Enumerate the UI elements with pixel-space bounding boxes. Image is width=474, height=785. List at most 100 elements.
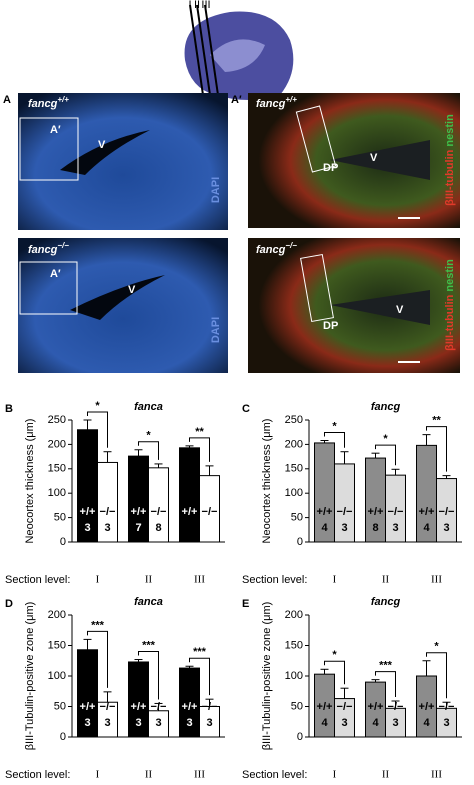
significance-label: *** [91,619,105,631]
significance-bracket [87,411,108,448]
n-label: 8 [155,522,161,534]
y-tick-label: 200 [48,438,66,450]
genotype-label: fancg−/− [28,241,69,256]
significance-label: *** [142,639,156,651]
level-label: I [188,0,191,11]
micrograph-dapi-ko: fancg−/− A′ V DAPI [18,238,228,373]
n-label: 3 [104,717,110,729]
y-tick-label: 100 [285,670,303,682]
n-label: 3 [341,717,347,729]
y-tick-label: 100 [285,487,303,499]
significance-bracket [138,651,159,700]
significance-bracket [189,437,210,462]
y-tick-label: 150 [48,463,66,475]
significance-label: * [146,430,151,442]
genotype-label: −/− [202,701,218,713]
x-tick-label: III [194,769,205,781]
significance-bracket [87,630,108,688]
x-axis-label: Section level: [242,769,307,781]
n-label: 3 [443,522,449,534]
panel-letter: B [5,403,13,415]
significance-label: ** [195,426,204,438]
x-tick-label: II [145,769,153,781]
n-label: 3 [155,717,161,729]
x-tick-label: I [333,574,337,586]
y-axis-label: Neocortex thickness (μm) [24,419,36,544]
significance-bracket [375,671,396,698]
ventricle [60,130,150,175]
y-tick-label: 0 [297,731,303,743]
sketch-shape [210,39,265,72]
genotype-label: +/+ [317,701,333,713]
micrograph-tubulin-ko: fancg−/− V DP βIII-tubulin nestin [248,238,460,373]
genotype-label: −/− [337,701,353,713]
box-label: A′ [50,268,61,280]
v-label: V [396,304,404,316]
ventricle [330,290,430,325]
n-label: 4 [321,522,328,534]
stain-label: βIII-tubulin nestin [444,259,456,351]
n-label: 8 [372,522,378,534]
image [18,93,228,230]
y-axis-label: βIII-Tubulin-positive zone (μm) [261,602,273,751]
n-label: 3 [84,717,90,729]
x-tick-label: I [333,769,337,781]
panel-letter: C [242,403,250,415]
x-tick-label: III [431,574,442,586]
v-label: V [98,139,106,151]
y-tick-label: 150 [285,463,303,475]
y-tick-label: 200 [285,438,303,450]
x-axis-label: Section level: [5,769,70,781]
significance-label: * [332,420,337,432]
inset-box [300,253,334,323]
y-tick-label: 100 [48,670,66,682]
y-tick-label: 150 [285,639,303,651]
inset-box [19,117,79,181]
inset-box [295,105,337,173]
n-label: 3 [392,522,398,534]
genotype-label: +/+ [182,701,198,713]
significance-label: * [434,641,439,653]
genotype-label: +/+ [80,506,96,518]
significance-label: * [95,400,100,412]
y-tick-label: 100 [48,487,66,499]
genotype-label: +/+ [317,506,333,518]
panel-letter: A′ [231,94,242,106]
y-tick-label: 150 [48,639,66,651]
n-label: 3 [135,717,141,729]
n-label: 4 [321,717,328,729]
n-label: 7 [135,522,141,534]
significance-label: *** [193,646,207,658]
micrograph-dapi-wt: fancg+/+ A′ V DAPI [18,93,228,230]
dp-label: DP [323,320,338,332]
genotype-label: +/+ [368,506,384,518]
significance-label: * [383,433,388,445]
genotype-label: fancg+/+ [28,95,69,110]
level-label: III [201,0,210,11]
dp-label: DP [323,162,338,174]
n-label: 3 [443,717,449,729]
y-tick-label: 50 [291,700,303,712]
box-label: A′ [50,124,61,136]
genotype-label: fancg+/+ [256,95,297,110]
bar [179,447,200,543]
ventricle [330,140,430,180]
y-tick-label: 0 [60,731,66,743]
inset-box [19,261,78,315]
panel-letter: E [242,598,249,610]
stain-label: DAPI [210,177,222,203]
genotype-label: −/− [439,701,455,713]
significance-label: ** [432,415,441,427]
n-label: 3 [84,522,90,534]
genotype-label: −/− [151,506,167,518]
genotype-label: −/− [388,701,404,713]
y-tick-label: 250 [285,414,303,426]
y-tick-label: 50 [54,512,66,524]
genotype-label: +/+ [419,701,435,713]
x-tick-label: III [194,574,205,586]
n-label: 3 [341,522,347,534]
genotype-label: +/+ [131,701,147,713]
x-tick-label: I [96,769,100,781]
